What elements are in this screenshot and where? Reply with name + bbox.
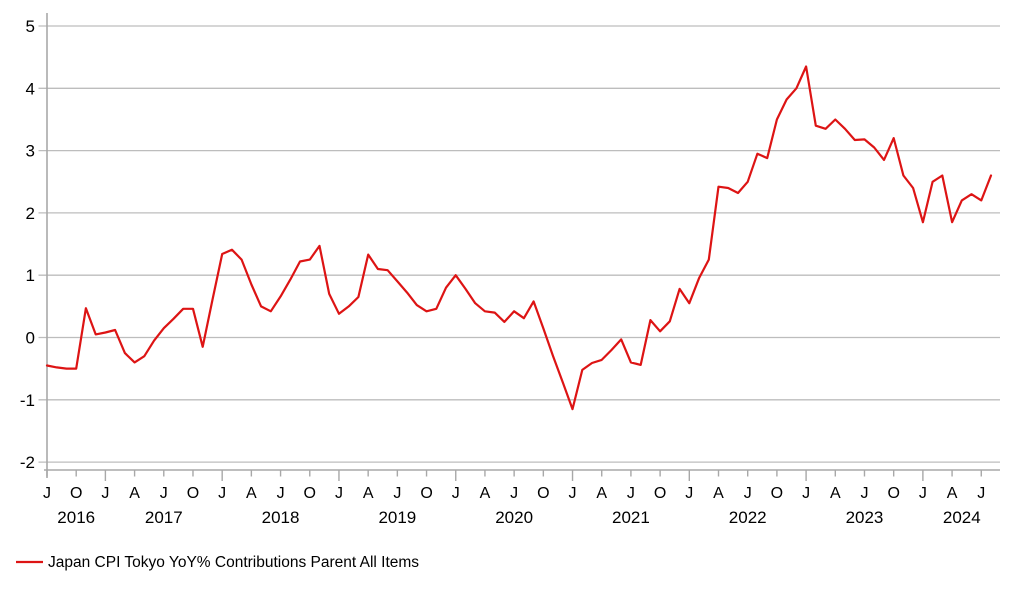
x-month-label: J xyxy=(335,485,343,502)
year-label: 2021 xyxy=(612,508,650,527)
x-month-label: J xyxy=(802,485,810,502)
year-label: 2020 xyxy=(495,508,533,527)
x-month-label: A xyxy=(129,485,140,502)
x-month-label: A xyxy=(713,485,724,502)
year-label: 2019 xyxy=(378,508,416,527)
y-tick-label: 2 xyxy=(26,204,35,223)
y-axis-tick-labels: 5 4 3 2 1 0 -1 -2 xyxy=(20,17,35,472)
x-month-label: A xyxy=(947,485,958,502)
y-tick-label: 1 xyxy=(26,266,35,285)
x-month-label: J xyxy=(627,485,635,502)
x-month-label: J xyxy=(569,485,577,502)
x-month-label: A xyxy=(480,485,491,502)
x-month-label: O xyxy=(304,485,316,502)
x-month-label: J xyxy=(452,485,460,502)
series-polyline xyxy=(45,65,993,411)
x-month-label: J xyxy=(101,485,109,502)
x-month-label: J xyxy=(860,485,868,502)
y-tick-label: 0 xyxy=(26,329,35,348)
x-month-label: J xyxy=(510,485,518,502)
x-month-label: O xyxy=(771,485,783,502)
gridlines xyxy=(38,25,1000,463)
x-month-label: J xyxy=(744,485,752,502)
year-label: 2024 xyxy=(943,508,981,527)
axes xyxy=(44,13,1000,478)
x-month-label: J xyxy=(160,485,168,502)
x-month-label: O xyxy=(887,485,899,502)
legend-label: Japan CPI Tokyo YoY% Contributions Paren… xyxy=(48,554,419,571)
y-tick-label: -2 xyxy=(20,453,35,472)
year-label: 2023 xyxy=(846,508,884,527)
x-month-label: O xyxy=(187,485,199,502)
x-month-label: J xyxy=(218,485,226,502)
year-label: 2017 xyxy=(145,508,183,527)
year-label: 2018 xyxy=(262,508,300,527)
x-axis-ticks xyxy=(46,470,982,481)
x-month-label: J xyxy=(919,485,927,502)
year-label: 2022 xyxy=(729,508,767,527)
x-month-label: A xyxy=(596,485,607,502)
data-series-line xyxy=(45,65,993,411)
x-axis-year-labels: 2016 2017 2018 2019 2020 2021 2022 2023 2024 xyxy=(57,508,980,527)
x-month-label: J xyxy=(43,485,51,502)
y-tick-label: -1 xyxy=(20,391,35,410)
x-month-label: O xyxy=(537,485,549,502)
x-month-label: J xyxy=(977,485,985,502)
legend: Japan CPI Tokyo YoY% Contributions Paren… xyxy=(16,554,419,571)
x-month-label: A xyxy=(363,485,374,502)
x-month-label: A xyxy=(830,485,841,502)
y-tick-label: 5 xyxy=(26,17,35,36)
x-month-label: A xyxy=(246,485,257,502)
x-month-label: J xyxy=(393,485,401,502)
x-month-label: O xyxy=(420,485,432,502)
x-month-label: O xyxy=(70,485,82,502)
x-month-label: O xyxy=(654,485,666,502)
x-month-label: J xyxy=(277,485,285,502)
y-tick-label: 3 xyxy=(26,142,35,161)
year-label: 2016 xyxy=(57,508,95,527)
x-month-label: J xyxy=(685,485,693,502)
y-tick-label: 4 xyxy=(26,79,35,98)
